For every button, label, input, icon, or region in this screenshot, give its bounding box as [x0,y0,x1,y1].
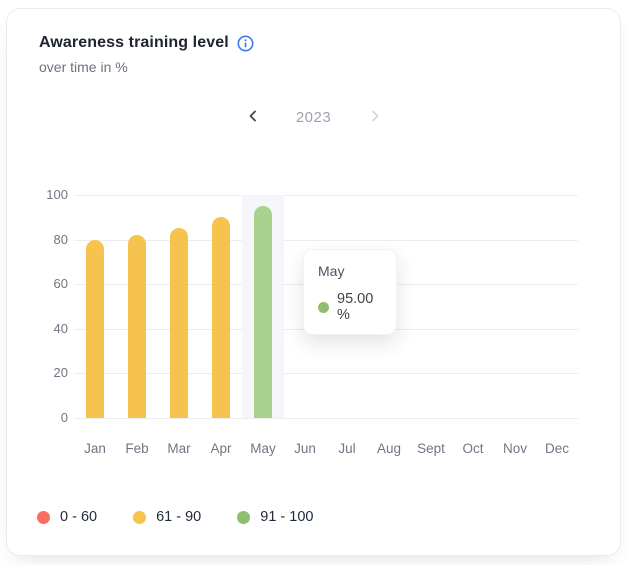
bar-slot-sept [410,195,452,418]
bar-feb[interactable] [128,235,146,418]
legend-dot [237,510,251,524]
bar-slot-apr [200,195,242,418]
x-axis-label-jan: Jan [84,441,106,456]
x-axis-label-sept: Sept [417,441,445,456]
y-tick-label: 0 [60,410,68,425]
x-axis-label-mar: Mar [167,441,191,456]
legend-label: 91 - 100 [260,509,314,525]
chevron-right-icon [369,110,381,125]
bar-slot-mar [158,195,200,418]
legend-label: 0 - 60 [60,509,98,525]
bar-slot-feb [116,195,158,418]
gridline [74,373,578,375]
legend-label: 61 - 90 [156,509,202,525]
chart-legend: 0 - 60 61 - 90 91 - 100 [37,509,313,525]
info-icon[interactable] [237,35,254,52]
tooltip-month-label: May [318,263,345,279]
x-axis-label-may: May [250,441,276,456]
tooltip-series-dot [318,301,329,313]
chevron-left-icon [247,110,259,125]
legend-dot [133,510,147,524]
chart-tooltip: May 95.00 % [303,249,397,335]
gridline [74,239,578,241]
legend-item-0-60[interactable]: 0 - 60 [37,509,97,525]
x-axis-label-aug: Aug [376,441,402,456]
x-axis-label-apr: Apr [210,441,232,456]
x-axis-label-oct: Oct [462,441,484,456]
awareness-training-card: Awareness training level over time in % … [6,8,621,556]
chart-subtitle: over time in % [39,59,128,75]
bar-mar[interactable] [170,228,188,418]
page-title: Awareness training level [39,34,229,51]
bar-slot-may [242,195,284,418]
y-tick-label: 20 [53,365,68,381]
bar-chart-plot-area: 0 20 40 60 80 100 [46,187,578,425]
legend-item-61-90[interactable]: 61 - 90 [133,509,201,525]
card-header: Awareness training level over time in % [39,34,254,75]
x-axis-label-dec: Dec [544,441,569,456]
gridline [74,418,578,419]
previous-year-button[interactable] [242,106,264,128]
legend-item-91-100[interactable]: 91 - 100 [237,509,313,525]
y-tick-label: 40 [53,320,68,336]
bar-slot-nov [494,195,536,418]
bar-slot-jan [74,195,116,418]
y-tick-label: 60 [53,276,68,292]
bar-slot-oct [452,195,494,418]
bar-apr[interactable] [212,217,230,418]
y-tick-label: 100 [46,187,68,202]
x-axis-label-nov: Nov [502,441,527,456]
x-axis-month-labels: Jan Feb Mar Apr May Jun Jul Aug Sept Oct Nov Dec [74,441,578,456]
year-label: 2023 [295,108,332,126]
gridline [74,195,578,196]
x-axis-label-jul: Jul [338,441,356,456]
bar-may[interactable] [254,206,272,418]
y-tick-label: 80 [53,231,68,247]
next-year-button[interactable] [364,106,386,128]
year-navigation: 2023 [7,105,620,129]
tooltip-value: 95.00 % [337,291,374,323]
bar-slots [74,195,578,418]
legend-dot [37,510,50,524]
x-axis-label-feb: Feb [125,441,149,456]
bar-slot-dec [536,195,578,418]
x-axis-label-jun: Jun [294,441,316,456]
bar-jan[interactable] [86,239,104,418]
